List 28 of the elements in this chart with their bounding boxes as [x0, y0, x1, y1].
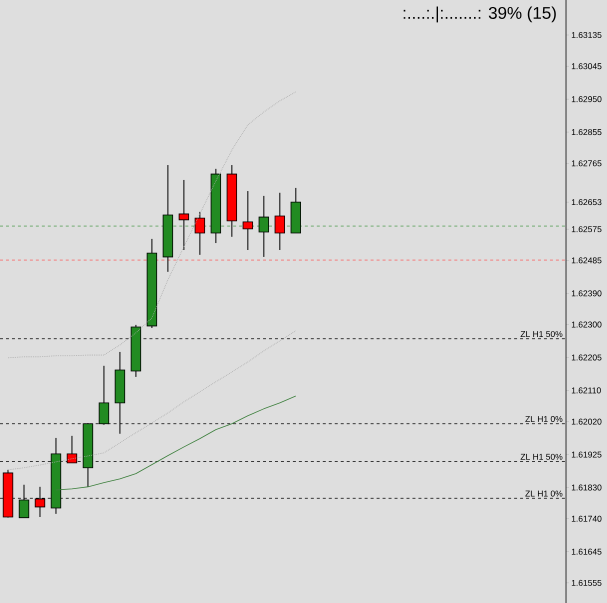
ref-line-label: ZL H1 0% — [525, 416, 562, 422]
y-tick-label: 1.62300 — [572, 322, 602, 328]
candlestick — [274, 192, 286, 250]
text: :....:.|:.......: 39% (15) — [404, 6, 556, 22]
candlestick — [178, 179, 190, 250]
y-tick-label: 1.62855 — [572, 129, 602, 136]
y-tick-label: 1.61555 — [572, 580, 602, 586]
y-tick-label: 1.62765 — [572, 160, 602, 166]
y-tick-label: 1.62485 — [572, 257, 602, 264]
y-tick-label: 1.62950 — [572, 96, 602, 102]
y-tick-label: 1.61645 — [572, 548, 602, 555]
y-tick-label: 1.61830 — [572, 484, 602, 491]
y-tick-label: 1.61925 — [572, 452, 602, 458]
ref-line-label: ZL H1 50% — [520, 331, 562, 338]
line-series — [8, 91, 296, 358]
y-tick-label: 1.62110 — [572, 387, 601, 394]
y-tick-label: 1.62205 — [572, 354, 602, 360]
ref-line-label: ZL H1 50% — [520, 454, 562, 460]
y-tick-label: 1.62390 — [572, 290, 602, 296]
y-tick-label: 1.63135 — [572, 32, 602, 38]
candlestick — [194, 211, 206, 256]
candlestick — [242, 190, 254, 250]
ref-line-label: ZL H1 0% — [525, 490, 562, 497]
y-tick-label: 1.62575 — [572, 226, 602, 232]
y-tick-label: 1.61740 — [572, 516, 602, 522]
y-tick-label: 1.62020 — [572, 418, 602, 425]
y-tick-label: 1.62653 — [572, 199, 602, 206]
y-tick-label: 1.63045 — [572, 63, 602, 70]
